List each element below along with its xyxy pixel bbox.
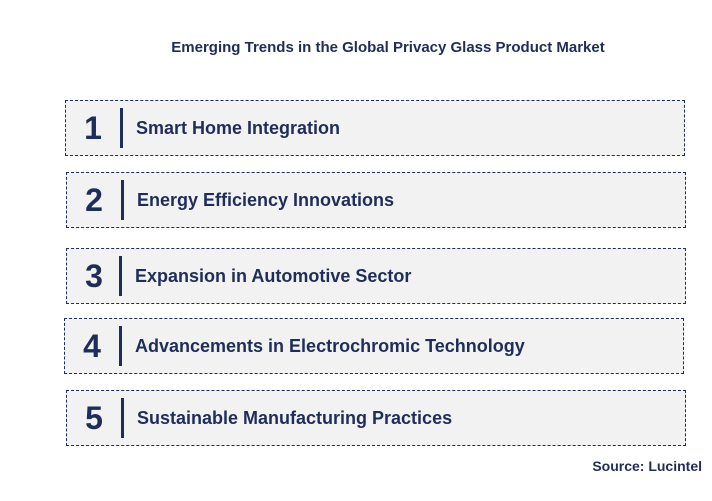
trend-item-2: 2 Energy Efficiency Innovations (66, 172, 686, 228)
trend-number: 1 (84, 109, 102, 146)
trend-label: Smart Home Integration (136, 117, 341, 138)
divider-bar (120, 108, 123, 148)
source-note: Source: Lucintel (592, 458, 702, 474)
divider-bar (121, 398, 124, 438)
diagram-title: Emerging Trends in the Global Privacy Gl… (171, 39, 605, 56)
trend-number: 5 (85, 399, 103, 436)
trend-item-4: 4 Advancements in Electrochromic Technol… (64, 318, 684, 374)
trend-number: 4 (83, 327, 101, 364)
trend-label: Energy Efficiency Innovations (137, 189, 395, 210)
trend-label: Sustainable Manufacturing Practices (137, 407, 453, 428)
trend-item-3: 3 Expansion in Automotive Sector (66, 248, 686, 304)
trend-number: 3 (85, 257, 103, 294)
trend-item-1: 1 Smart Home Integration (65, 100, 685, 156)
divider-bar (119, 256, 122, 296)
trend-number: 2 (85, 181, 103, 218)
divider-bar (119, 326, 122, 366)
trend-item-5: 5 Sustainable Manufacturing Practices (66, 390, 686, 446)
trend-label: Expansion in Automotive Sector (135, 265, 412, 286)
divider-bar (121, 180, 124, 220)
trend-label: Advancements in Electrochromic Technolog… (135, 335, 525, 356)
